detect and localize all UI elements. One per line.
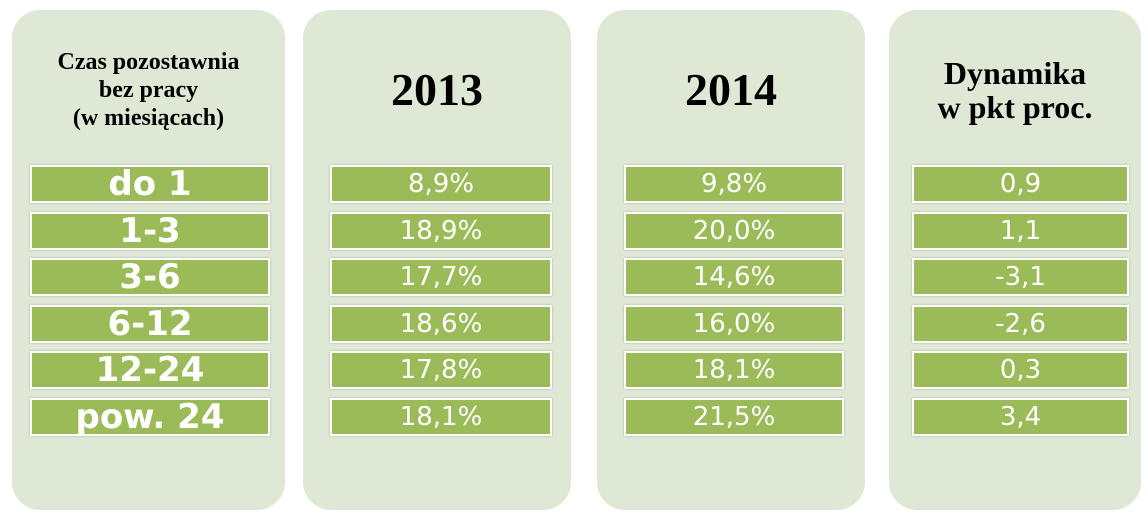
- cell: 21,5%: [624, 397, 844, 436]
- cell: 18,1%: [330, 397, 552, 436]
- cell: do 1: [30, 164, 270, 204]
- column-header: 2013: [303, 30, 571, 150]
- cell: 20,0%: [624, 211, 844, 250]
- cell: 6-12: [30, 304, 270, 344]
- cell: 16,0%: [624, 304, 844, 343]
- cell: 17,7%: [330, 258, 552, 296]
- cell: 0,9: [912, 165, 1129, 203]
- cell: 1,1: [912, 211, 1129, 250]
- cell: 12-24: [30, 350, 270, 390]
- cell: 8,9%: [330, 165, 552, 203]
- column-header: Dynamika w pkt proc.: [889, 30, 1141, 150]
- header-line: Czas pozostawnia: [57, 49, 240, 75]
- header-line: Dynamika: [943, 55, 1087, 91]
- header-line: (w miesiącach): [72, 105, 225, 131]
- cell: 3,4: [912, 397, 1129, 436]
- column-header: 2014: [597, 30, 865, 150]
- column-header: Czas pozostawnia bez pracy (w miesiącach): [12, 30, 285, 150]
- header-line: 2014: [685, 64, 777, 115]
- cell: 17,8%: [330, 351, 552, 389]
- column-panel: Czas pozostawnia bez pracy (w miesiącach) d…: [12, 10, 285, 510]
- header-line: bez pracy: [98, 77, 199, 103]
- header-line: 2013: [391, 64, 483, 115]
- cell: 3-6: [30, 257, 270, 297]
- column-panel: Dynamika w pkt proc. 0,9 1,1 -3,1 -2,6 0,3 3,4: [889, 10, 1141, 510]
- header-line: w pkt proc.: [937, 89, 1093, 125]
- cell: -3,1: [912, 258, 1129, 296]
- cell: pow. 24: [30, 397, 270, 437]
- cell: 18,1%: [624, 351, 844, 389]
- cell: 9,8%: [624, 165, 844, 203]
- cell: 18,9%: [330, 211, 552, 250]
- cell: 0,3: [912, 351, 1129, 389]
- cell: -2,6: [912, 304, 1129, 343]
- cell: 18,6%: [330, 304, 552, 343]
- cell: 14,6%: [624, 258, 844, 296]
- column-panel: 2013 8,9% 18,9% 17,7% 18,6% 17,8% 18,1%: [303, 10, 571, 510]
- cell: 1-3: [30, 211, 270, 251]
- column-panel: 2014 9,8% 20,0% 14,6% 16,0% 18,1% 21,5%: [597, 10, 865, 510]
